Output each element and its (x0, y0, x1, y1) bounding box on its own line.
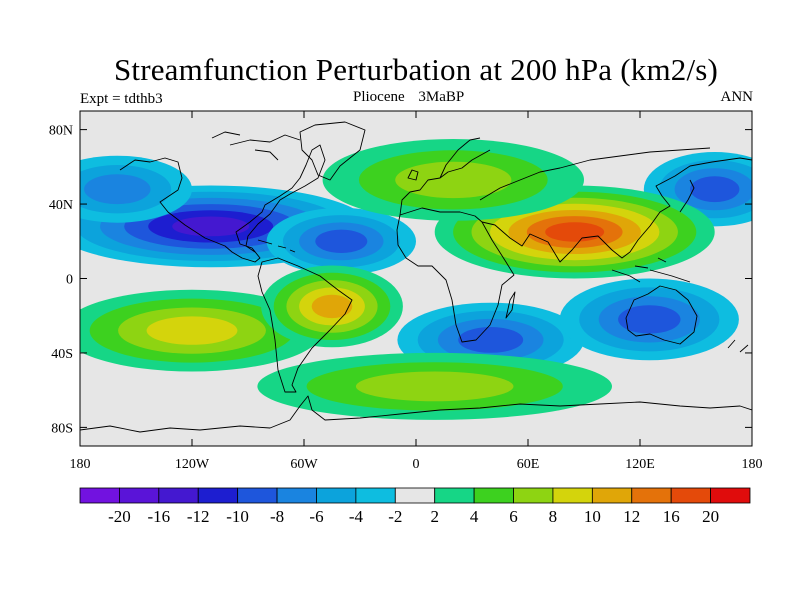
south-america-coast (257, 257, 353, 393)
antarctica-coast (80, 395, 752, 433)
lon-tick-label: 0 (413, 457, 420, 472)
colorbar-label: -2 (388, 507, 402, 526)
colorbar-label: 10 (584, 507, 601, 526)
australia-coast (625, 285, 698, 345)
colorbar-swatch (631, 487, 672, 504)
plot-title: Streamfunction Perturbation at 200 hPa (… (113, 52, 719, 87)
new-zealand-coast (727, 339, 749, 353)
lat-tick-label: 0 (66, 273, 73, 288)
colorbar-swatch (316, 487, 357, 504)
contour-field (80, 111, 752, 446)
north-america-coast (119, 144, 326, 263)
colorbar-label: 6 (509, 507, 518, 526)
lon-tick-label: 60W (290, 457, 318, 472)
colorbar-label: -10 (226, 507, 249, 526)
contour-level (395, 161, 512, 199)
contour-level (690, 176, 740, 203)
colorbar-swatch (197, 487, 239, 504)
colorbar-swatch (552, 487, 593, 504)
lon-tick-label: 120E (625, 457, 655, 472)
season-label: ANN (720, 89, 754, 105)
contour-level (146, 316, 238, 345)
asia-coast (479, 147, 752, 263)
colorbar-swatch (670, 487, 711, 504)
colorbar-label: 16 (663, 507, 680, 526)
contour-level (84, 174, 151, 205)
colorbar-label: 20 (702, 507, 719, 526)
lat-tick-label: 40S (51, 347, 73, 362)
colorbar-swatch (276, 487, 317, 504)
colorbar-swatch (434, 487, 475, 504)
colorbar: -20 -16 -12 -10 -8 -6 -4 -2 2 4 6 8 10 12 16 20 (79, 487, 751, 526)
contour-level (618, 305, 681, 334)
colorbar-swatch (237, 487, 278, 504)
contour-level (458, 327, 524, 353)
colorbar-label: 4 (470, 507, 479, 526)
lat-tick-label: 80S (51, 421, 73, 436)
japan-coast (679, 179, 695, 213)
contour-n-atlantic-low (266, 207, 416, 275)
colorbar-swatch (513, 487, 554, 504)
lon-tick-label: 60E (517, 457, 540, 472)
canadian-archipelago-coast (211, 131, 301, 161)
contour-alaska-low (80, 155, 192, 223)
colorbar-label: 2 (430, 507, 439, 526)
colorbar-label: -8 (270, 507, 284, 526)
contour-s-america-high (261, 265, 403, 348)
lon-tick-label: 120W (175, 457, 210, 472)
colorbar-swatch (79, 487, 120, 504)
lon-tick-label: 180 (70, 457, 91, 472)
colorbar-label: 12 (623, 507, 640, 526)
contour-level (311, 294, 353, 319)
indonesia-coast (611, 257, 691, 283)
caribbean-coast (257, 239, 296, 253)
colorbar-label: -20 (108, 507, 131, 526)
colorbar-swatch (158, 487, 199, 504)
greenland-coast (299, 121, 366, 181)
axis-ticks: 180 120W 60W 0 60E 120E 180 80N 40N 0 40S 80S (49, 111, 763, 472)
colorbar-label: -12 (187, 507, 210, 526)
period-label: Pliocene 3MaBP (353, 89, 465, 105)
lat-tick-label: 80N (49, 124, 73, 139)
coastlines (80, 121, 752, 433)
europe-coast (399, 137, 491, 216)
colorbar-swatch (119, 487, 160, 504)
contour-n-atlantic-europe-high (322, 139, 584, 221)
contour-australia-low (559, 278, 739, 361)
africa-coast (396, 207, 515, 343)
madagascar-coast (505, 291, 516, 319)
contour-level (355, 371, 514, 402)
contour-southern-ocean-high (257, 352, 612, 420)
colorbar-swatch (710, 487, 751, 504)
colorbar-label: -16 (147, 507, 170, 526)
lon-tick-label: 180 (742, 457, 763, 472)
colorbar-label: -4 (349, 507, 364, 526)
lat-tick-label: 40N (49, 198, 73, 213)
colorbar-swatch (355, 487, 396, 504)
contour-level (172, 216, 250, 237)
contour-level (315, 229, 368, 253)
experiment-label: Expt = tdthb3 (80, 91, 163, 107)
colorbar-swatch (591, 487, 633, 504)
colorbar-swatch (473, 487, 514, 504)
colorbar-label: -6 (309, 507, 323, 526)
colorbar-swatch (394, 487, 436, 504)
contour-level (545, 222, 605, 242)
colorbar-label: 8 (549, 507, 558, 526)
